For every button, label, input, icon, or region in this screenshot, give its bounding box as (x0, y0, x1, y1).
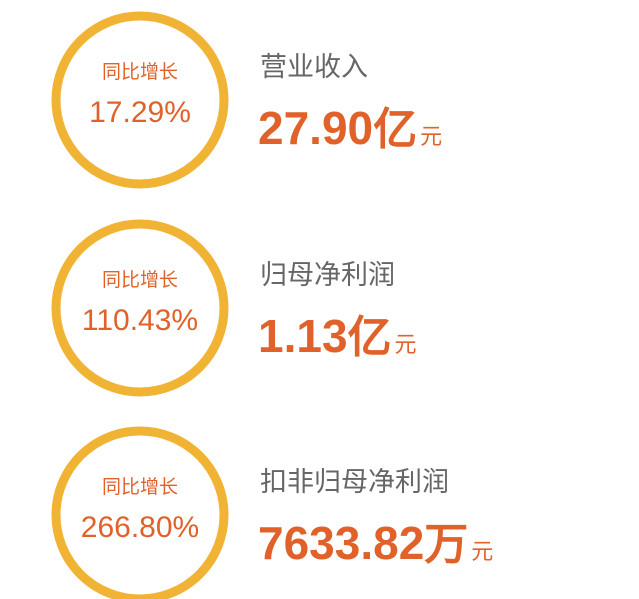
metric-value: 27.90亿元 (258, 102, 442, 154)
value-currency: 元 (420, 124, 442, 149)
growth-value: 110.43% (82, 304, 198, 337)
growth-label: 同比增长 (102, 476, 178, 498)
value-currency: 元 (395, 332, 417, 357)
growth-ring (51, 219, 229, 397)
growth-label: 同比增长 (102, 269, 178, 291)
growth-ring (51, 426, 229, 599)
value-currency: 元 (471, 539, 493, 564)
metric-card: 同比增长 266.80% 扣非归母净利润 7633.82万元 (51, 426, 493, 599)
metric-value: 7633.82万元 (258, 517, 493, 569)
growth-value: 266.80% (81, 511, 199, 544)
metric-card: 同比增长 17.29% 营业收入 27.90亿元 (51, 11, 442, 189)
metric-label: 扣非归母净利润 (260, 467, 449, 497)
metric-card: 同比增长 110.43% 归母净利润 1.13亿元 (51, 219, 417, 397)
growth-value: 17.29% (89, 96, 191, 129)
value-number: 7633.82 (258, 517, 424, 569)
growth-ring (51, 11, 229, 189)
value-unit: 亿 (348, 313, 392, 362)
metric-label: 归母净利润 (260, 260, 395, 290)
value-number: 1.13 (258, 310, 348, 362)
growth-label: 同比增长 (102, 61, 178, 83)
value-number: 27.90 (258, 102, 373, 154)
metric-label: 营业收入 (260, 52, 368, 82)
metric-value: 1.13亿元 (258, 310, 417, 362)
value-unit: 亿 (373, 105, 417, 154)
value-unit: 万 (424, 520, 468, 569)
